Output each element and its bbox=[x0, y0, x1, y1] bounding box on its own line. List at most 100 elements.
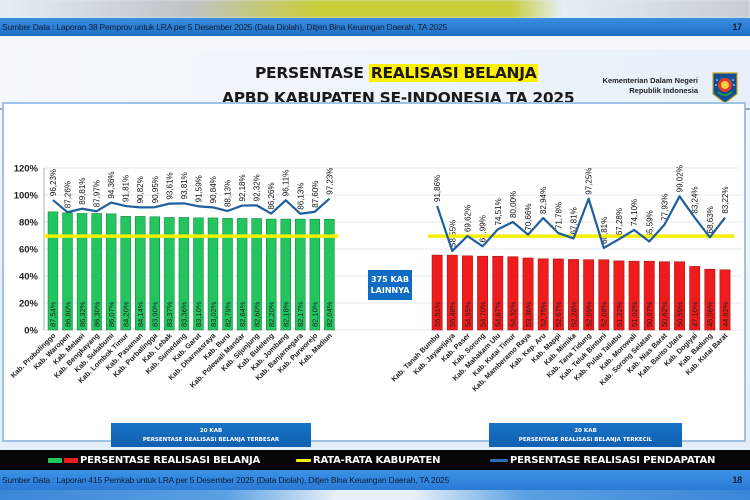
line-value-label: 69,62% bbox=[463, 205, 472, 232]
blue-line-icon bbox=[490, 458, 508, 462]
ministry-name: Kementerian Dalam Negeri Republik Indone… bbox=[590, 76, 698, 95]
line-value-label: 70,66% bbox=[524, 203, 533, 230]
legend-label-pendapatan: PERSENTASE REALISASI PENDAPATAN bbox=[510, 454, 716, 466]
bar-value-label: 52,75% bbox=[539, 301, 548, 327]
bar-value-label: 86,80% bbox=[63, 301, 72, 327]
caption-top-line1: 20 KAB bbox=[199, 428, 223, 434]
y-tick-label: 20% bbox=[19, 299, 39, 310]
bar-value-label: 82,04% bbox=[325, 301, 334, 327]
bar-value-label: 44,62% bbox=[721, 301, 730, 327]
bar bbox=[477, 255, 489, 331]
line-value-label: 67,81% bbox=[570, 207, 579, 234]
revenue-line bbox=[436, 195, 726, 253]
bar bbox=[309, 218, 321, 331]
ministry-line2: Republik Indonesia bbox=[629, 85, 698, 95]
bar bbox=[522, 257, 534, 331]
legend-label-belanja: PERSENTASE REALISASI BELANJA bbox=[80, 454, 261, 466]
bottom-source-text: Sumber Data : Laporan 415 Pemkab untuk L… bbox=[2, 475, 450, 485]
bar bbox=[266, 218, 277, 331]
bar bbox=[251, 218, 262, 331]
bar-value-label: 54,70% bbox=[478, 301, 487, 327]
bar bbox=[120, 216, 131, 331]
caption-top-line2: PERSENTASE REALISASI BELANJA TERBESAR bbox=[142, 437, 280, 443]
line-value-label: 87,26% bbox=[63, 181, 72, 208]
bar bbox=[462, 255, 473, 331]
line-value-label: 92,32% bbox=[253, 174, 262, 201]
bar-value-label: 45,06% bbox=[706, 301, 715, 327]
yellow-line-icon bbox=[296, 458, 311, 462]
bar bbox=[674, 261, 685, 331]
bar bbox=[76, 213, 88, 331]
bar bbox=[598, 259, 610, 331]
line-value-label: 87,60% bbox=[311, 181, 320, 208]
bar bbox=[431, 254, 443, 331]
caption-bottom-20: 20 KAB PERSENTASE REALISASI BELANJA TERK… bbox=[489, 423, 682, 447]
top-page-number: 17 bbox=[732, 22, 742, 32]
bar-value-label: 83,02% bbox=[209, 301, 218, 327]
bar-value-label: 50,59% bbox=[675, 301, 684, 327]
bar bbox=[719, 269, 731, 331]
y-tick-label: 80% bbox=[19, 218, 39, 229]
revenue-line bbox=[52, 197, 331, 215]
bar bbox=[178, 217, 190, 331]
bar bbox=[704, 268, 716, 331]
bar bbox=[643, 260, 655, 331]
bar-value-label: 54,67% bbox=[494, 301, 503, 327]
bar bbox=[149, 216, 160, 331]
line-value-label: 83,24% bbox=[691, 186, 700, 213]
line-value-label: 97,25% bbox=[585, 168, 594, 195]
line-value-label: 90,95% bbox=[151, 176, 160, 203]
bar-value-label: 87,54% bbox=[49, 301, 58, 327]
bar bbox=[552, 258, 564, 331]
bar bbox=[324, 218, 335, 331]
bar bbox=[583, 259, 595, 331]
legend: PERSENTASE REALISASI BELANJA RATA-RATA K… bbox=[0, 450, 750, 470]
other-box-line1: 375 KAB bbox=[371, 275, 409, 284]
bar bbox=[446, 254, 458, 331]
line-value-label: 80,00% bbox=[509, 191, 518, 218]
bar bbox=[47, 211, 59, 331]
line-value-label: 74,10% bbox=[630, 199, 639, 226]
bar-value-label: 86,32% bbox=[78, 301, 87, 327]
ministry-emblem-icon bbox=[712, 72, 738, 104]
bar bbox=[613, 260, 625, 331]
bar-value-label: 55,51% bbox=[433, 301, 442, 327]
top-source-text: Sumber Data : Laporan 38 Pemprov untuk L… bbox=[2, 22, 448, 32]
previous-slide-strip bbox=[0, 0, 750, 18]
bar-value-label: 83,36% bbox=[180, 301, 189, 327]
legend-item-belanja: PERSENTASE REALISASI BELANJA bbox=[48, 454, 260, 466]
bar bbox=[628, 260, 640, 331]
bar-value-label: 51,02% bbox=[630, 301, 639, 327]
bar-value-label: 47,10% bbox=[691, 301, 700, 327]
line-value-label: 94,36% bbox=[107, 171, 116, 198]
bar bbox=[537, 258, 549, 331]
bar-value-label: 83,90% bbox=[151, 301, 160, 327]
other-regencies-box: 375 KAB LAINNYA bbox=[368, 270, 412, 300]
bar bbox=[295, 218, 306, 331]
bar-value-label: 52,67% bbox=[554, 301, 563, 327]
bar-value-label: 52,09% bbox=[584, 301, 593, 327]
bar-value-label: 82,17% bbox=[296, 301, 305, 327]
bar bbox=[222, 217, 233, 331]
line-value-label: 90,82% bbox=[136, 176, 145, 203]
top-source-bar: Sumber Data : Laporan 38 Pemprov untuk L… bbox=[0, 18, 750, 36]
line-value-label: 91,86% bbox=[433, 175, 442, 202]
other-box-line2: LAINNYA bbox=[370, 286, 410, 295]
line-value-label: 92,18% bbox=[238, 174, 247, 201]
bar-value-label: 82,79% bbox=[223, 301, 232, 327]
y-tick-label: 60% bbox=[19, 245, 39, 256]
y-tick-label: 0% bbox=[24, 326, 38, 337]
bar-value-label: 52,08% bbox=[600, 301, 609, 327]
bar-value-label: 55,48% bbox=[448, 301, 457, 327]
bar bbox=[164, 217, 175, 331]
y-tick-label: 120% bbox=[14, 164, 39, 175]
bar bbox=[689, 266, 701, 331]
bar-value-label: 82,18% bbox=[282, 301, 291, 327]
bar-value-label: 50,62% bbox=[660, 301, 669, 327]
line-value-label: 91,81% bbox=[122, 175, 131, 202]
bar-value-label: 82,60% bbox=[252, 301, 261, 327]
bar-value-label: 54,32% bbox=[509, 301, 518, 327]
bar bbox=[659, 261, 670, 331]
red-swatch-icon bbox=[64, 457, 78, 463]
